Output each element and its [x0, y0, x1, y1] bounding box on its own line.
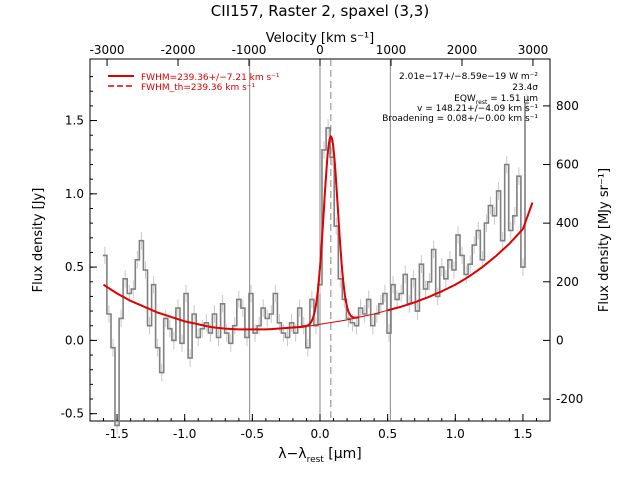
right-tick-label: 800 — [556, 99, 579, 113]
y-tick-label: 1.5 — [65, 114, 84, 128]
x-tick-label: 1.5 — [513, 427, 532, 441]
x-tick-label: 1.0 — [446, 427, 465, 441]
y-tick-label: 0.5 — [65, 260, 84, 274]
right-tick-label: 0 — [556, 333, 564, 347]
theoretical-fwhm-line — [302, 135, 359, 328]
annotation-velocity: v = 148.21+/−4.09 km s⁻¹ — [417, 104, 538, 114]
annotation-eqw: EQWrest = 1.51 μm — [454, 94, 538, 106]
top-tick-label: 3000 — [518, 43, 549, 57]
x-tick-label: -0.5 — [241, 427, 264, 441]
y-axis-label: Flux density [Jy] — [31, 188, 46, 293]
x-tick-label: 0.5 — [378, 427, 397, 441]
top-tick-label: -2000 — [161, 43, 196, 57]
data-series — [102, 94, 529, 435]
top-tick-label: 0 — [316, 43, 324, 57]
annotations: 2.01e−17+/−8.59e−19 W m⁻² 23.4σ EQWrest … — [382, 72, 538, 124]
continuum-fit-right — [387, 202, 534, 312]
right-axis-label: Flux density [MJy sr⁻¹] — [597, 168, 612, 312]
x-tick-label: -1.5 — [105, 427, 128, 441]
legend: FWHM=239.36+/−7.21 km s⁻¹ FWHM_th=239.36… — [108, 73, 280, 93]
top-tick-label: 1000 — [376, 43, 407, 57]
top-tick-label: -3000 — [90, 43, 125, 57]
reference-lines — [249, 59, 391, 421]
annotation-broadening: Broadening = 0.08+/−0.00 km s⁻¹ — [382, 114, 538, 124]
legend-label-dashed: FWHM_th=239.36 km s⁻¹ — [141, 83, 256, 93]
right-tick-label: 400 — [556, 216, 579, 230]
y-tick-label: 0.0 — [65, 333, 84, 347]
right-tick-label: 600 — [556, 158, 579, 172]
x-tick-label: 0.0 — [310, 427, 329, 441]
axis-ticks: -1.5 -1.0 -0.5 0.0 0.5 1.0 1.5-3000 -2000 -1000 0… — [61, 43, 584, 441]
annotation-flux: 2.01e−17+/−8.59e−19 W m⁻² — [399, 72, 538, 82]
top-tick-label: 2000 — [447, 43, 478, 57]
data-step-line — [102, 102, 529, 427]
top-axis-label: Velocity [km s⁻¹] — [266, 31, 374, 46]
right-tick-label: 200 — [556, 275, 579, 289]
y-tick-label: 1.0 — [65, 187, 84, 201]
chart-title: CII157, Raster 2, spaxel (3,3) — [211, 2, 429, 20]
annotation-sigma: 23.4σ — [512, 83, 538, 93]
top-tick-label: -1000 — [232, 43, 267, 57]
y-tick-label: -0.5 — [61, 407, 84, 421]
x-tick-label: -1.0 — [173, 427, 196, 441]
legend-label-solid: FWHM=239.36+/−7.21 km s⁻¹ — [141, 73, 280, 83]
fit-series — [103, 134, 534, 331]
right-tick-label: -200 — [556, 392, 583, 406]
x-axis-label: λ−λrest [μm] — [278, 446, 362, 465]
line-profile-fit — [103, 134, 359, 331]
